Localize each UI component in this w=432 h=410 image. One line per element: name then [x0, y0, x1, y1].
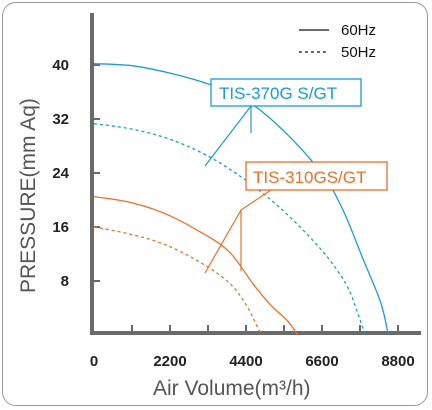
annotation-label: TIS-370G S/GT	[219, 84, 337, 103]
leader-line	[204, 105, 252, 167]
y-tick-label: 8	[61, 273, 69, 290]
legend: 60Hz 50Hz	[299, 22, 376, 61]
x-tick-label: 2200	[153, 353, 186, 370]
annotation-label: TIS-310GS/GT	[253, 168, 366, 187]
series-line	[93, 62, 389, 336]
series-line	[93, 226, 263, 336]
x-ticks: 0 2200 4400 6600 8800	[90, 325, 415, 370]
y-tick-label: 16	[52, 219, 69, 236]
chart: 8 16 24 32 40 0 2200 4400 6600 8800 60Hz 50Hz TI…	[17, 13, 421, 400]
legend-label-60hz: 60Hz	[341, 22, 376, 39]
annotation-box	[245, 161, 388, 191]
y-ticks: 8 16 24 32 40	[52, 57, 100, 290]
y-tick-label: 24	[52, 165, 69, 182]
x-tick-label: 6600	[305, 353, 338, 370]
annotation-tis-310gs: TIS-310GS/GT	[204, 161, 388, 274]
leader-line	[240, 189, 272, 211]
legend-label-50hz: 50Hz	[341, 44, 376, 61]
x-tick-label: 4400	[229, 353, 262, 370]
x-tick-label: 8800	[381, 353, 414, 370]
y-tick-label: 32	[52, 111, 69, 128]
y-tick-label: 40	[52, 57, 69, 74]
series-line	[93, 195, 299, 336]
leader-line	[204, 209, 242, 274]
chart-frame: 8 16 24 32 40 0 2200 4400 6600 8800 60Hz 50Hz TI…	[2, 2, 428, 406]
curves	[93, 62, 389, 336]
y-axis-title: PRESSURE(mm Aq)	[17, 98, 40, 293]
series-line	[93, 123, 366, 336]
annotation-tis-370g: TIS-370G S/GT	[204, 78, 362, 167]
x-axis-title: Air Volume(m³/h)	[153, 377, 311, 400]
x-tick-label: 0	[90, 353, 98, 370]
annotation-box	[210, 78, 362, 107]
